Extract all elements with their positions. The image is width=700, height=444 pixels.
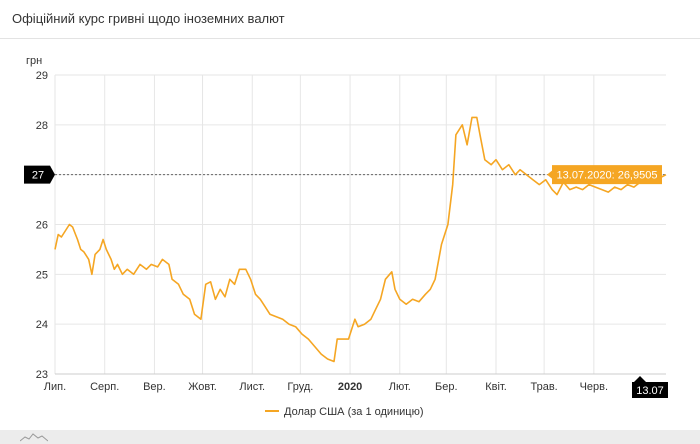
y-tick-label: 26 xyxy=(36,220,48,232)
y-tick-label: 23 xyxy=(36,369,48,381)
tooltip-text: 13.07.2020: 26,9505 xyxy=(557,170,658,182)
y-tick-label: 24 xyxy=(36,319,48,331)
x-tick-label: Груд. xyxy=(287,381,313,393)
x-tick-label: Лист. xyxy=(239,381,265,393)
legend-label[interactable]: Долар США (за 1 одиницю) xyxy=(284,406,424,418)
page-title: Офіційний курс гривні щодо іноземних вал… xyxy=(12,11,285,26)
x-tick-label: Лип. xyxy=(44,381,66,393)
grid-lines xyxy=(54,74,666,375)
x-tick-label: Черв. xyxy=(580,381,608,393)
tooltip-bg xyxy=(547,165,662,185)
x-tick-label: Серп. xyxy=(90,381,119,393)
y-crosshair-value: 27 xyxy=(32,170,44,182)
exchange-rate-chart[interactable]: 23 24 25 26 27 28 29 Лип. Серп. Вер. Жовт. Лист. Гр… xyxy=(0,38,700,430)
y-tick-label: 25 xyxy=(36,269,48,281)
y-crosshair-marker-bg xyxy=(24,165,55,184)
legend[interactable]: Долар США (за 1 одиницю) xyxy=(265,406,424,418)
x-tick-label: 2020 xyxy=(338,381,362,393)
mini-chart-icon xyxy=(20,433,48,442)
x-axis-ticks: Лип. Серп. Вер. Жовт. Лист. Груд. 2020 Лют. Бер.… xyxy=(44,381,608,393)
x-tick-label: Квіт. xyxy=(485,381,507,393)
chart-container[interactable]: 23 24 25 26 27 28 29 Лип. Серп. Вер. Жовт. Лист. Гр… xyxy=(0,38,700,430)
navigator-strip[interactable] xyxy=(0,430,700,444)
y-tick-label: 28 xyxy=(36,120,48,132)
x-crosshair-marker-bg xyxy=(632,376,668,398)
x-tick-label: Трав. xyxy=(530,381,557,393)
usd-rate-line xyxy=(54,116,667,363)
x-crosshair-value: 13.07 xyxy=(636,385,664,397)
y-axis-ticks: 23242526272829 xyxy=(36,70,48,381)
y-crosshair-marker: 27 xyxy=(24,165,55,184)
x-tick-label: Жовт. xyxy=(188,381,217,393)
y-tick-label: 29 xyxy=(36,70,48,82)
y-axis-label: грн xyxy=(26,55,42,67)
header-bar: Офіційний курс гривні щодо іноземних вал… xyxy=(0,0,700,39)
tooltip: 13.07.2020: 26,9505 xyxy=(547,165,662,185)
x-tick-label: Лют. xyxy=(389,381,411,393)
x-crosshair-marker: 13.07 xyxy=(632,376,668,398)
x-tick-label: Вер. xyxy=(143,381,166,393)
x-tick-label: Бер. xyxy=(435,381,458,393)
